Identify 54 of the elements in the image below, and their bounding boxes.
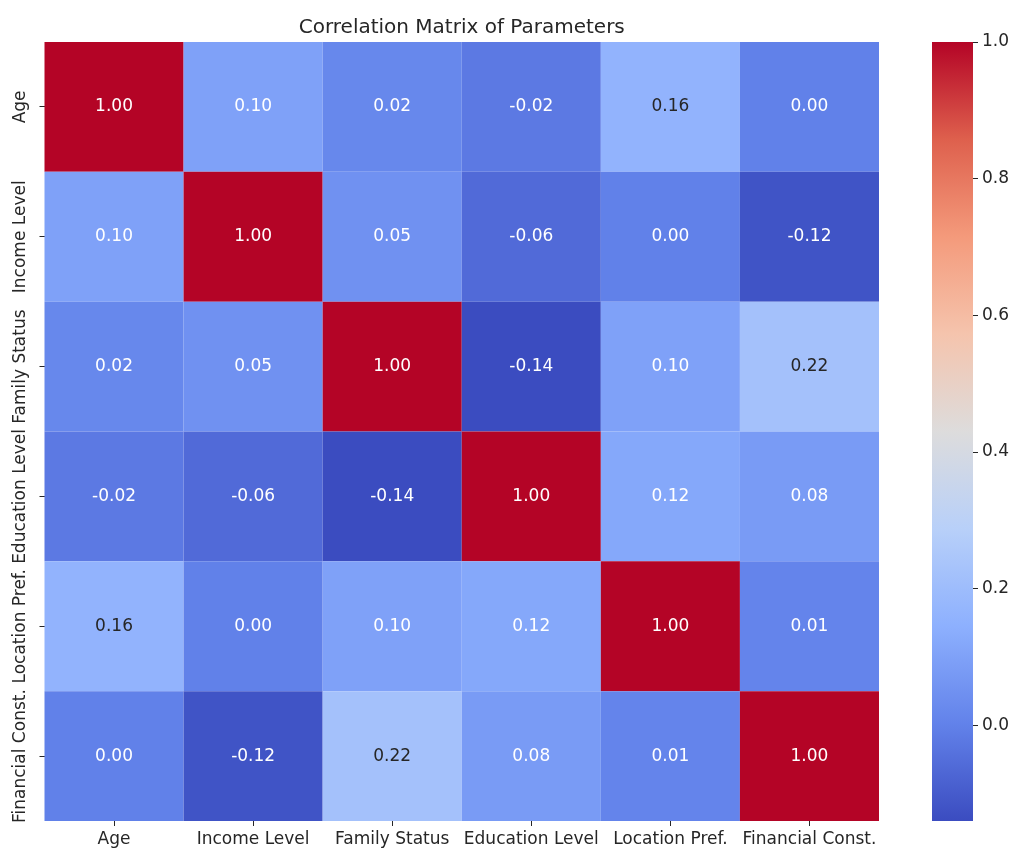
data-label: 1.00: [95, 95, 133, 116]
data-label: 0.10: [373, 614, 412, 635]
x-tick-label: Education Level: [463, 827, 599, 848]
y-tick-label: Age: [9, 90, 30, 124]
data-label: 0.00: [790, 95, 829, 116]
data-label: -0.12: [231, 744, 276, 765]
data-label: 0.22: [373, 744, 412, 765]
y-tick-label: Family Status: [9, 309, 30, 424]
color-bar-label: 0.2: [982, 577, 1010, 598]
data-label: 0.12: [512, 614, 551, 635]
data-label: 0.10: [651, 355, 690, 376]
data-label: 0.12: [651, 484, 690, 505]
data-label: 0.08: [512, 744, 551, 765]
data-label: -0.06: [509, 225, 554, 246]
data-label: 1.00: [512, 484, 551, 505]
data-label: 0.02: [373, 95, 412, 116]
data-label: 0.16: [651, 95, 690, 116]
data-label: 1.00: [651, 614, 690, 635]
chart-title: Correlation Matrix of Parameters: [298, 14, 625, 38]
data-label: 0.05: [234, 355, 273, 376]
y-tick-label: Location Pref.: [9, 569, 30, 684]
data-label: 0.16: [95, 614, 133, 635]
data-label: 1.00: [790, 744, 829, 765]
color-bar-label: 0.8: [982, 167, 1010, 188]
data-label: -0.14: [509, 355, 554, 376]
data-label: -0.02: [92, 484, 137, 505]
data-label: 0.00: [95, 744, 133, 765]
data-label: 1.00: [373, 355, 412, 376]
data-label: 1.00: [234, 225, 273, 246]
color-bar-label: 1.0: [982, 30, 1010, 51]
x-tick-label: Financial Const.: [742, 827, 877, 848]
data-label: 0.10: [95, 225, 133, 246]
data-label: -0.02: [509, 95, 554, 116]
color-bar-label: 0.4: [982, 440, 1010, 461]
y-tick-label: Education Level: [9, 428, 30, 564]
color-bar-label: 0.6: [982, 303, 1010, 324]
data-label: 0.01: [651, 744, 690, 765]
x-tick-label: Income Level: [196, 827, 310, 848]
data-label: 0.02: [95, 355, 133, 376]
data-label: 0.05: [373, 225, 412, 246]
color-bar-label: 0.0: [982, 713, 1010, 734]
data-label: 0.00: [651, 225, 690, 246]
x-tick-label: Family Status: [335, 827, 450, 848]
x-tick-label: Age: [97, 827, 131, 848]
x-tick-label: Location Pref.: [613, 827, 728, 848]
data-label: -0.14: [370, 484, 415, 505]
data-label: -0.06: [231, 484, 276, 505]
data-label: 0.22: [790, 355, 829, 376]
data-label: 0.01: [790, 614, 829, 635]
data-label: -0.12: [787, 225, 832, 246]
data-label: 0.10: [234, 95, 273, 116]
data-label: 0.00: [234, 614, 273, 635]
y-tick-label: Income Level: [9, 180, 30, 294]
data-label: 0.08: [790, 484, 829, 505]
